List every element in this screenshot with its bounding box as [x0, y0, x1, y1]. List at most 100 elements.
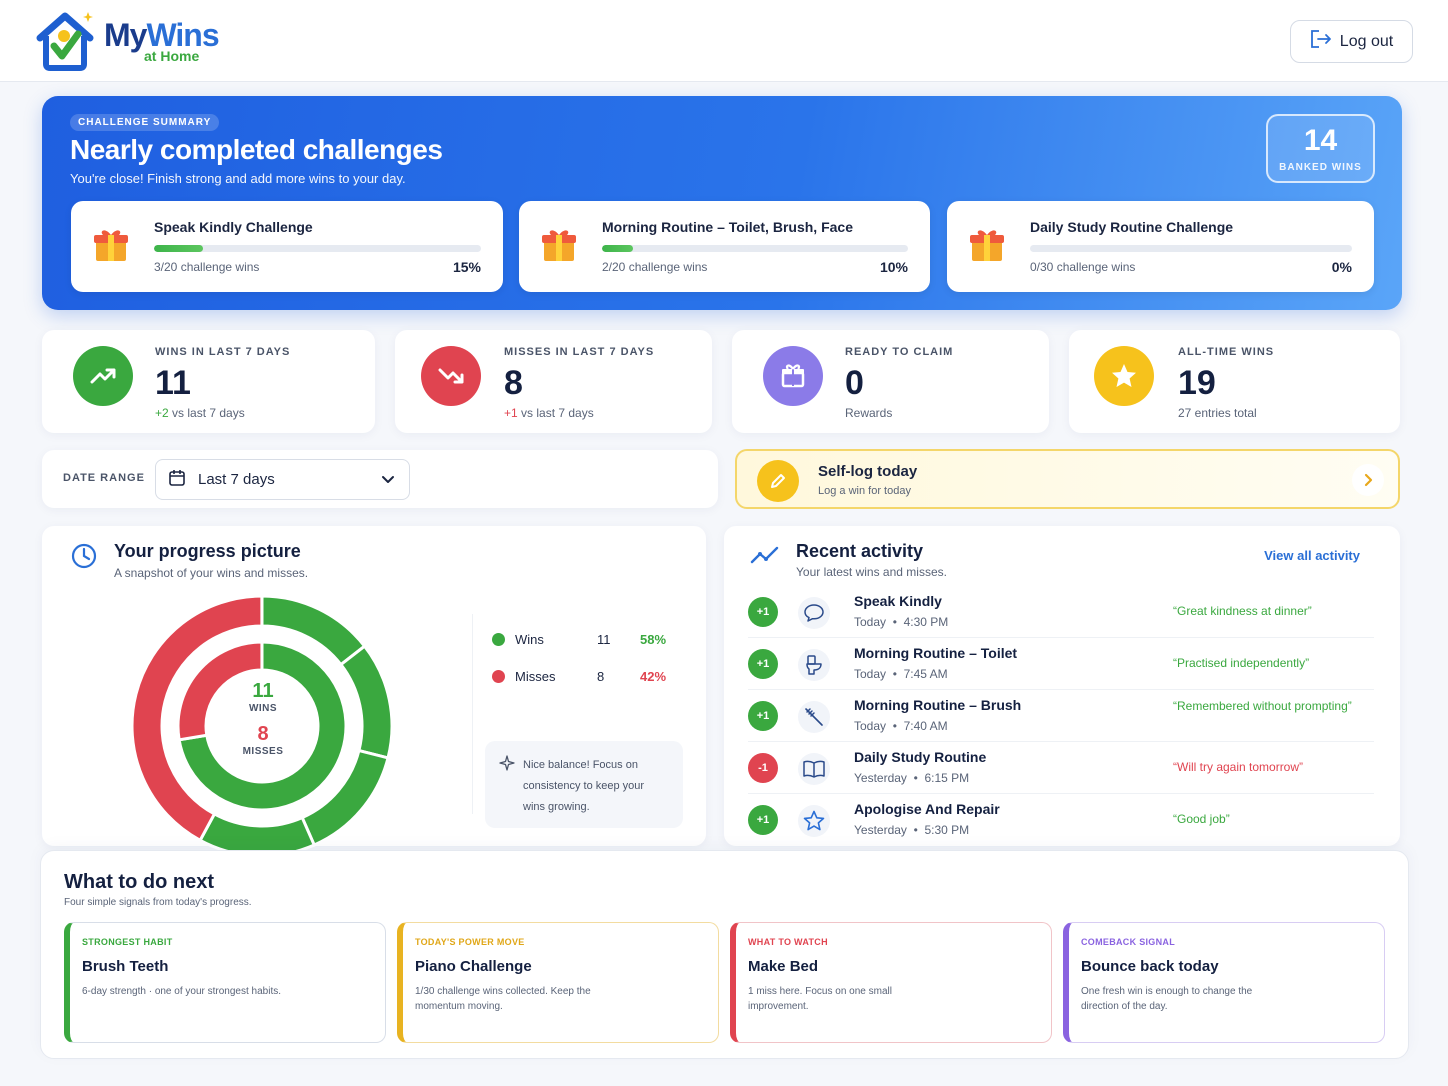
- challenge-count: 0/30 challenge wins: [1030, 260, 1136, 274]
- hero-subtitle: You're close! Finish strong and add more…: [70, 171, 406, 186]
- activity-row[interactable]: +1 Apologise And Repair Yesterday • 5:30…: [748, 794, 1374, 846]
- progress-hint: Nice balance! Focus on consistency to ke…: [485, 741, 683, 828]
- date-range-value: Last 7 days: [198, 471, 275, 488]
- stat-sub-text: vs last 7 days: [517, 406, 594, 420]
- activity-clock: 4:30 PM: [903, 615, 949, 629]
- challenge-summary-tag: CHALLENGE SUMMARY: [70, 114, 220, 131]
- activity-day: Yesterday: [854, 823, 907, 837]
- activity-row[interactable]: +1 Speak Kindly Today • 4:30 PM “Great k…: [748, 586, 1374, 638]
- date-range-select[interactable]: Last 7 days: [155, 459, 410, 500]
- clock-icon: [70, 542, 98, 575]
- activity-time: Today • 7:45 AM: [854, 667, 948, 681]
- next-card-comeback-signal[interactable]: COMEBACK SIGNAL Bounce back today One fr…: [1063, 922, 1385, 1043]
- calendar-icon: [168, 469, 186, 491]
- challenge-percent: 15%: [452, 259, 481, 275]
- star-outline-icon: [798, 805, 830, 837]
- challenge-count: 2/20 challenge wins: [602, 260, 708, 274]
- toilet-icon: [798, 649, 830, 681]
- view-all-activity-link[interactable]: View all activity: [1264, 548, 1360, 563]
- banked-wins-count: 14: [1303, 124, 1338, 157]
- gift-icon: [967, 225, 1007, 265]
- stat-card-misses: MISSES IN LAST 7 DAYS 8 +1 vs last 7 day…: [395, 330, 712, 433]
- stat-card-ready-to-claim: READY TO CLAIM 0 Rewards: [732, 330, 1049, 433]
- challenge-card[interactable]: Morning Routine – Toilet, Brush, Face 2/…: [519, 201, 930, 292]
- next-card-title: Brush Teeth: [82, 958, 169, 975]
- next-card-title: Piano Challenge: [415, 958, 532, 975]
- next-card-title: Make Bed: [748, 958, 819, 975]
- logout-icon: [1310, 29, 1332, 54]
- activity-subtitle: Your latest wins and misses.: [796, 565, 947, 579]
- challenge-card[interactable]: Speak Kindly Challenge 3/20 challenge wi…: [71, 201, 503, 292]
- donut-center: 11 WINS 8 MISSES: [192, 681, 334, 757]
- donut-wins-segment: [338, 644, 392, 760]
- activity-time: Today • 4:30 PM: [854, 615, 949, 629]
- activity-note: “Will try again tomorrow”: [1173, 760, 1304, 774]
- challenge-card[interactable]: Daily Study Routine Challenge 0/30 chall…: [947, 201, 1374, 292]
- activity-note: “Good job”: [1173, 812, 1230, 826]
- stat-delta: +1: [504, 406, 518, 420]
- donut-misses-segment: [132, 596, 264, 843]
- activity-name: Morning Routine – Brush: [854, 697, 1022, 713]
- stat-label: WINS IN LAST 7 DAYS: [155, 346, 291, 358]
- logout-button[interactable]: Log out: [1290, 20, 1413, 63]
- activity-day: Today: [854, 615, 887, 629]
- challenge-progress-fill: [154, 245, 204, 252]
- chevron-right-icon[interactable]: [1352, 464, 1384, 496]
- legend-count: 8: [597, 669, 605, 684]
- house-check-icon: [34, 10, 100, 72]
- stat-subtext: +1 vs last 7 days: [504, 406, 594, 420]
- next-card-power-move[interactable]: TODAY'S POWER MOVE Piano Challenge 1/30 …: [397, 922, 719, 1043]
- pencil-icon: [757, 460, 799, 502]
- activity-time: Yesterday • 5:30 PM: [854, 823, 970, 837]
- trending-down-icon: [421, 346, 481, 406]
- date-range-bar: DATE RANGE Last 7 days: [42, 450, 718, 508]
- book-icon: [798, 753, 830, 785]
- next-card-title: Bounce back today: [1081, 958, 1219, 975]
- stat-subtext: +2 vs last 7 days: [155, 406, 245, 420]
- self-log-card[interactable]: Self-log today Log a win for today: [735, 449, 1400, 509]
- next-card-description: 6-day strength · one of your strongest h…: [82, 986, 281, 997]
- next-subtitle: Four simple signals from today's progres…: [64, 897, 252, 908]
- challenge-percent: 0%: [1331, 259, 1352, 275]
- donut-misses-label: MISSES: [242, 746, 284, 757]
- activity-title: Recent activity: [796, 541, 924, 561]
- logo[interactable]: MyWins at Home: [34, 10, 220, 72]
- activity-time: Today • 7:40 AM: [854, 719, 948, 733]
- hint-text: Nice balance! Focus on consistency to ke…: [523, 759, 645, 813]
- stat-value: 19: [1178, 364, 1216, 402]
- activity-row[interactable]: +1 Morning Routine – Brush Today • 7:40 …: [748, 690, 1374, 742]
- legend-percent: 42%: [640, 669, 667, 684]
- banked-wins-badge[interactable]: 14 BANKED WINS: [1266, 114, 1375, 183]
- stat-value: 11: [155, 364, 191, 402]
- challenge-progress-bar: [602, 245, 908, 252]
- activity-row[interactable]: +1 Morning Routine – Toilet Today • 7:45…: [748, 638, 1374, 690]
- next-card-description: 1/30 challenge wins collected. Keep the …: [415, 986, 591, 1012]
- stat-card-wins: WINS IN LAST 7 DAYS 11 +2 vs last 7 days: [42, 330, 375, 433]
- activity-badge: +1: [748, 649, 778, 679]
- challenge-name: Speak Kindly Challenge: [154, 219, 313, 235]
- chevron-down-icon: [381, 472, 395, 490]
- activity-clock: 6:15 PM: [924, 771, 970, 785]
- banked-wins-label: BANKED WINS: [1279, 162, 1362, 173]
- activity-name: Speak Kindly: [854, 593, 942, 609]
- activity-name: Apologise And Repair: [854, 801, 1000, 817]
- stat-subtext: Rewards: [845, 406, 892, 420]
- activity-badge: +1: [748, 805, 778, 835]
- legend-name: Misses: [515, 669, 556, 684]
- activity-trend-icon: [750, 544, 780, 571]
- legend-name: Wins: [515, 632, 544, 647]
- what-to-do-next-panel: What to do next Four simple signals from…: [40, 850, 1409, 1059]
- legend-row-wins: Wins 11 58%: [492, 621, 682, 658]
- activity-name: Morning Routine – Toilet: [854, 645, 1018, 661]
- stat-value: 0: [845, 364, 864, 402]
- next-card-what-to-watch[interactable]: WHAT TO WATCH Make Bed 1 miss here. Focu…: [730, 922, 1052, 1043]
- activity-row[interactable]: -1 Daily Study Routine Yesterday • 6:15 …: [748, 742, 1374, 794]
- next-card-description: 1 miss here. Focus on one small improvem…: [748, 986, 892, 1012]
- next-card-strongest-habit[interactable]: STRONGEST HABIT Brush Teeth 6-day streng…: [64, 922, 386, 1043]
- challenge-summary-banner: CHALLENGE SUMMARY Nearly completed chall…: [42, 96, 1402, 310]
- donut-inner-misses-segment: [176, 640, 264, 742]
- activity-clock: 7:45 AM: [903, 667, 948, 681]
- challenge-count: 3/20 challenge wins: [154, 260, 260, 274]
- challenge-progress-bar: [154, 245, 481, 252]
- gift-icon: [763, 346, 823, 406]
